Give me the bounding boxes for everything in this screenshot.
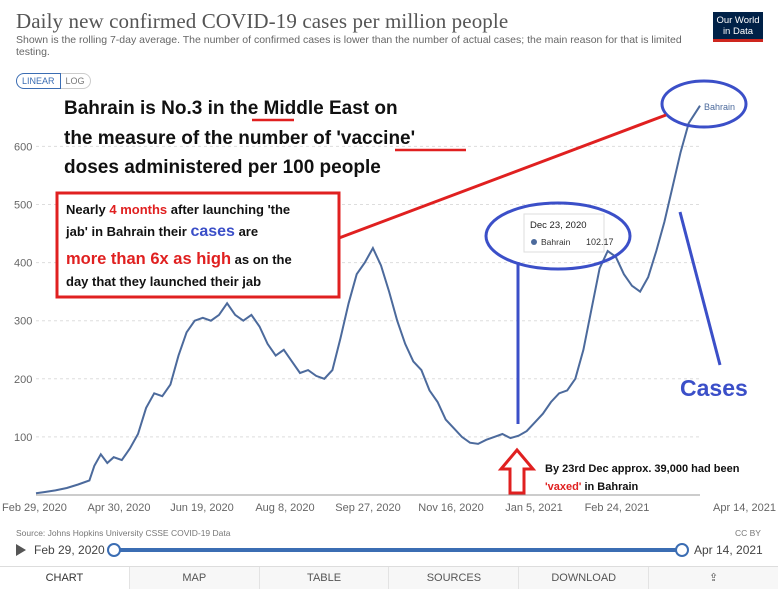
x-tick-label: Apr 14, 2021 bbox=[713, 502, 776, 514]
timeline-end-label: Apr 14, 2021 bbox=[694, 543, 763, 557]
annotation-box bbox=[55, 191, 341, 299]
tooltip-box bbox=[523, 213, 605, 253]
series-line-bahrain[interactable] bbox=[35, 105, 701, 495]
x-tick-label: Nov 16, 2020 bbox=[418, 502, 483, 514]
x-tick-label: Feb 29, 2020 bbox=[2, 502, 67, 514]
y-tick-label: 300 bbox=[14, 316, 32, 328]
timeline-start-label: Feb 29, 2020 bbox=[34, 543, 105, 557]
x-tick-label: Jun 19, 2020 bbox=[170, 502, 234, 514]
log-scale-button[interactable]: LOG bbox=[60, 73, 91, 89]
tab-sources[interactable]: SOURCES bbox=[388, 567, 519, 589]
vax-note-line-1: By 23rd Dec approx. 39,000 had been bbox=[545, 463, 740, 475]
cases-label: Cases bbox=[680, 375, 748, 401]
linear-scale-button[interactable]: LINEAR bbox=[16, 73, 61, 89]
tooltip-series-dot bbox=[531, 239, 537, 245]
tooltip-circle bbox=[484, 201, 632, 271]
tab-bar: CHART MAP TABLE SOURCES DOWNLOAD ⇪ bbox=[0, 566, 778, 589]
headline-line-2: the measure of the number of 'vaccine' bbox=[64, 128, 415, 149]
up-arrow-icon bbox=[497, 447, 537, 495]
tab-share[interactable]: ⇪ bbox=[648, 567, 778, 589]
headline-line-3: doses administered per 100 people bbox=[64, 157, 381, 178]
x-tick-label: Aug 8, 2020 bbox=[255, 502, 314, 514]
logo-line1: Our World bbox=[716, 15, 760, 26]
series-end-label: Bahrain bbox=[704, 102, 735, 112]
y-tick-label: 500 bbox=[14, 200, 32, 212]
timeline-end-handle[interactable] bbox=[675, 543, 689, 557]
x-axis-ticks: Feb 29, 2020 Apr 30, 2020 Jun 19, 2020 Aug … bbox=[2, 502, 776, 514]
timeline-track[interactable] bbox=[107, 543, 689, 557]
box-line-3: more than 6x as high as on the bbox=[66, 250, 292, 268]
tab-chart[interactable]: CHART bbox=[0, 567, 129, 589]
vax-note-line-2: 'vaxed' in Bahrain bbox=[545, 481, 639, 493]
x-tick-label: Sep 27, 2020 bbox=[335, 502, 400, 514]
chart-subtitle: Shown is the rolling 7-day average. The … bbox=[16, 34, 682, 58]
tooltip-series-name: Bahrain bbox=[541, 237, 571, 247]
y-axis-ticks: 100 200 300 400 500 600 bbox=[14, 141, 32, 444]
x-tick-label: Jan 5, 2021 bbox=[505, 502, 563, 514]
y-tick-label: 400 bbox=[14, 258, 32, 270]
owid-logo[interactable]: Our World in Data bbox=[713, 12, 763, 42]
tab-download[interactable]: DOWNLOAD bbox=[518, 567, 649, 589]
y-tick-label: 200 bbox=[14, 374, 32, 386]
tab-map[interactable]: MAP bbox=[128, 567, 259, 589]
timeline-start-handle[interactable] bbox=[107, 543, 121, 557]
headline-line-1: Bahrain is No.3 in the Middle East on bbox=[64, 98, 398, 119]
tooltip-date: Dec 23, 2020 bbox=[530, 220, 587, 231]
box-line-4: day that they launched their jab bbox=[66, 274, 261, 289]
scale-toggle: LINEAR LOG bbox=[16, 73, 91, 89]
red-pointer-line bbox=[338, 113, 667, 240]
chart-title: Daily new confirmed COVID-19 cases per m… bbox=[16, 9, 509, 33]
x-tick-label: Apr 30, 2020 bbox=[88, 502, 151, 514]
y-tick-label: 600 bbox=[14, 141, 32, 153]
bahrain-label-circle bbox=[660, 79, 748, 129]
x-tick-label: Feb 24, 2021 bbox=[585, 502, 650, 514]
tab-table[interactable]: TABLE bbox=[258, 567, 389, 589]
cases-pointer-line bbox=[678, 211, 722, 366]
timeline: Feb 29, 2020 Apr 14, 2021 bbox=[16, 543, 766, 559]
box-line-1: Nearly 4 months after launching 'the bbox=[66, 202, 290, 217]
y-tick-label: 100 bbox=[14, 432, 32, 444]
play-icon[interactable] bbox=[16, 544, 26, 556]
license-link[interactable]: CC BY bbox=[735, 528, 761, 538]
logo-line2: in Data bbox=[722, 26, 754, 37]
source-note: Source: Johns Hopkins University CSSE CO… bbox=[16, 528, 231, 538]
box-line-2: jab' in Bahrain their cases are bbox=[65, 223, 258, 240]
tooltip-value: 102.17 bbox=[586, 237, 614, 247]
